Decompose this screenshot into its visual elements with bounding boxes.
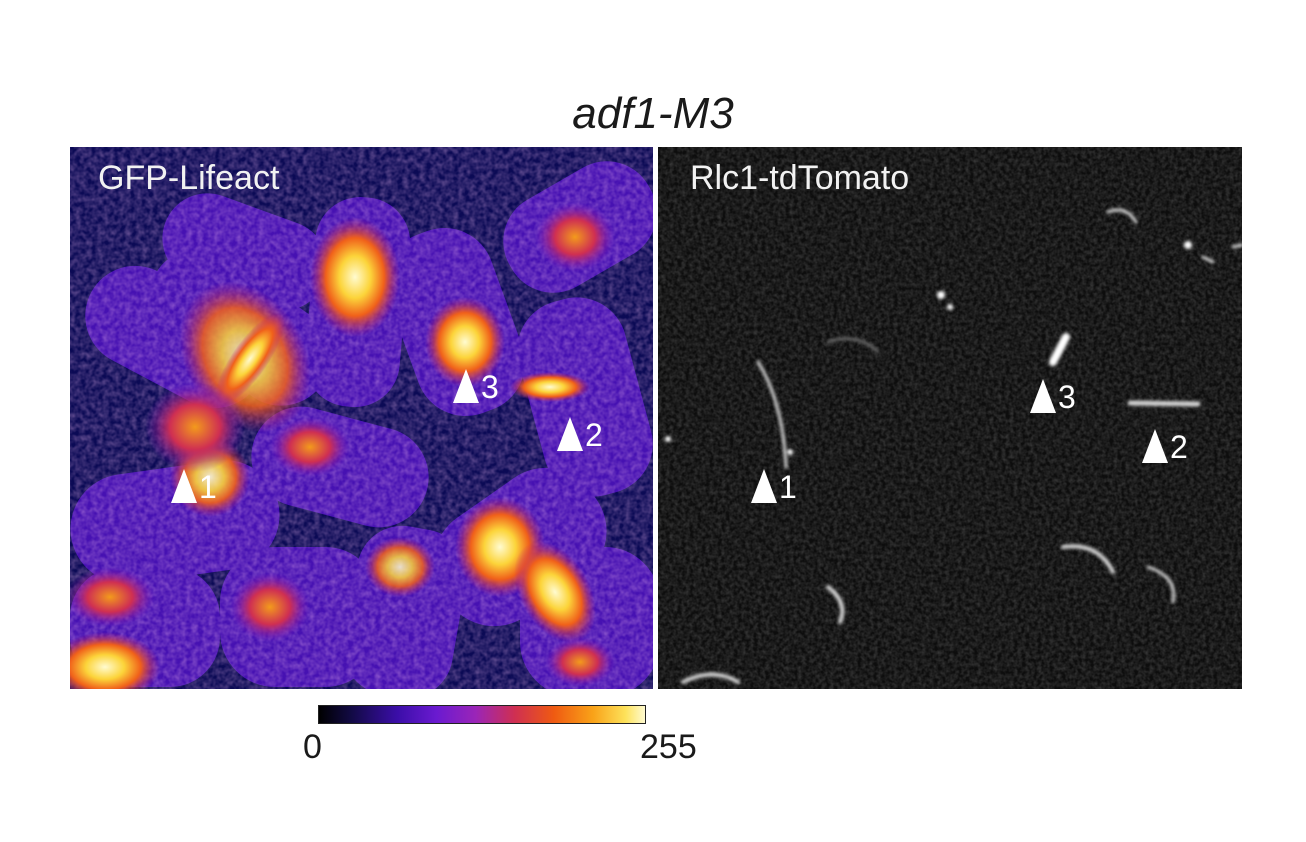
marker-number: 1 — [779, 469, 797, 505]
gfp-lifeact-label: GFP-Lifeact — [98, 159, 280, 197]
arrowhead-marker-3: 3 — [453, 369, 499, 403]
arrowhead-icon — [1030, 379, 1056, 413]
figure-title: adf1-M3 — [572, 89, 734, 138]
arrowhead-icon — [171, 469, 197, 503]
arrowhead-marker-2: 2 — [1142, 429, 1188, 463]
gfp-lifeact-panel: GFP-Lifeact 1 2 3 — [70, 147, 653, 689]
gfp-lifeact-image — [70, 147, 653, 689]
marker-number: 2 — [585, 417, 603, 453]
rlc1-tdtomato-label: Rlc1-tdTomato — [690, 159, 910, 197]
marker-number: 3 — [1058, 379, 1076, 415]
arrowhead-marker-1: 1 — [171, 469, 217, 503]
marker-number: 1 — [199, 469, 217, 505]
intensity-colorbar — [318, 705, 646, 724]
arrowhead-marker-1: 1 — [751, 469, 797, 503]
rlc1-tdtomato-panel: Rlc1-tdTomato 1 2 3 — [658, 147, 1242, 689]
colorbar-max-label: 255 — [640, 728, 697, 766]
colorbar-min-label: 0 — [303, 728, 322, 766]
arrowhead-marker-2: 2 — [557, 417, 603, 451]
marker-number: 2 — [1170, 429, 1188, 465]
arrowhead-icon — [453, 369, 479, 403]
marker-number: 3 — [481, 369, 499, 405]
rlc1-tdtomato-image — [658, 147, 1242, 689]
arrowhead-icon — [1142, 429, 1168, 463]
arrowhead-marker-3: 3 — [1030, 379, 1076, 413]
arrowhead-icon — [557, 417, 583, 451]
arrowhead-icon — [751, 469, 777, 503]
